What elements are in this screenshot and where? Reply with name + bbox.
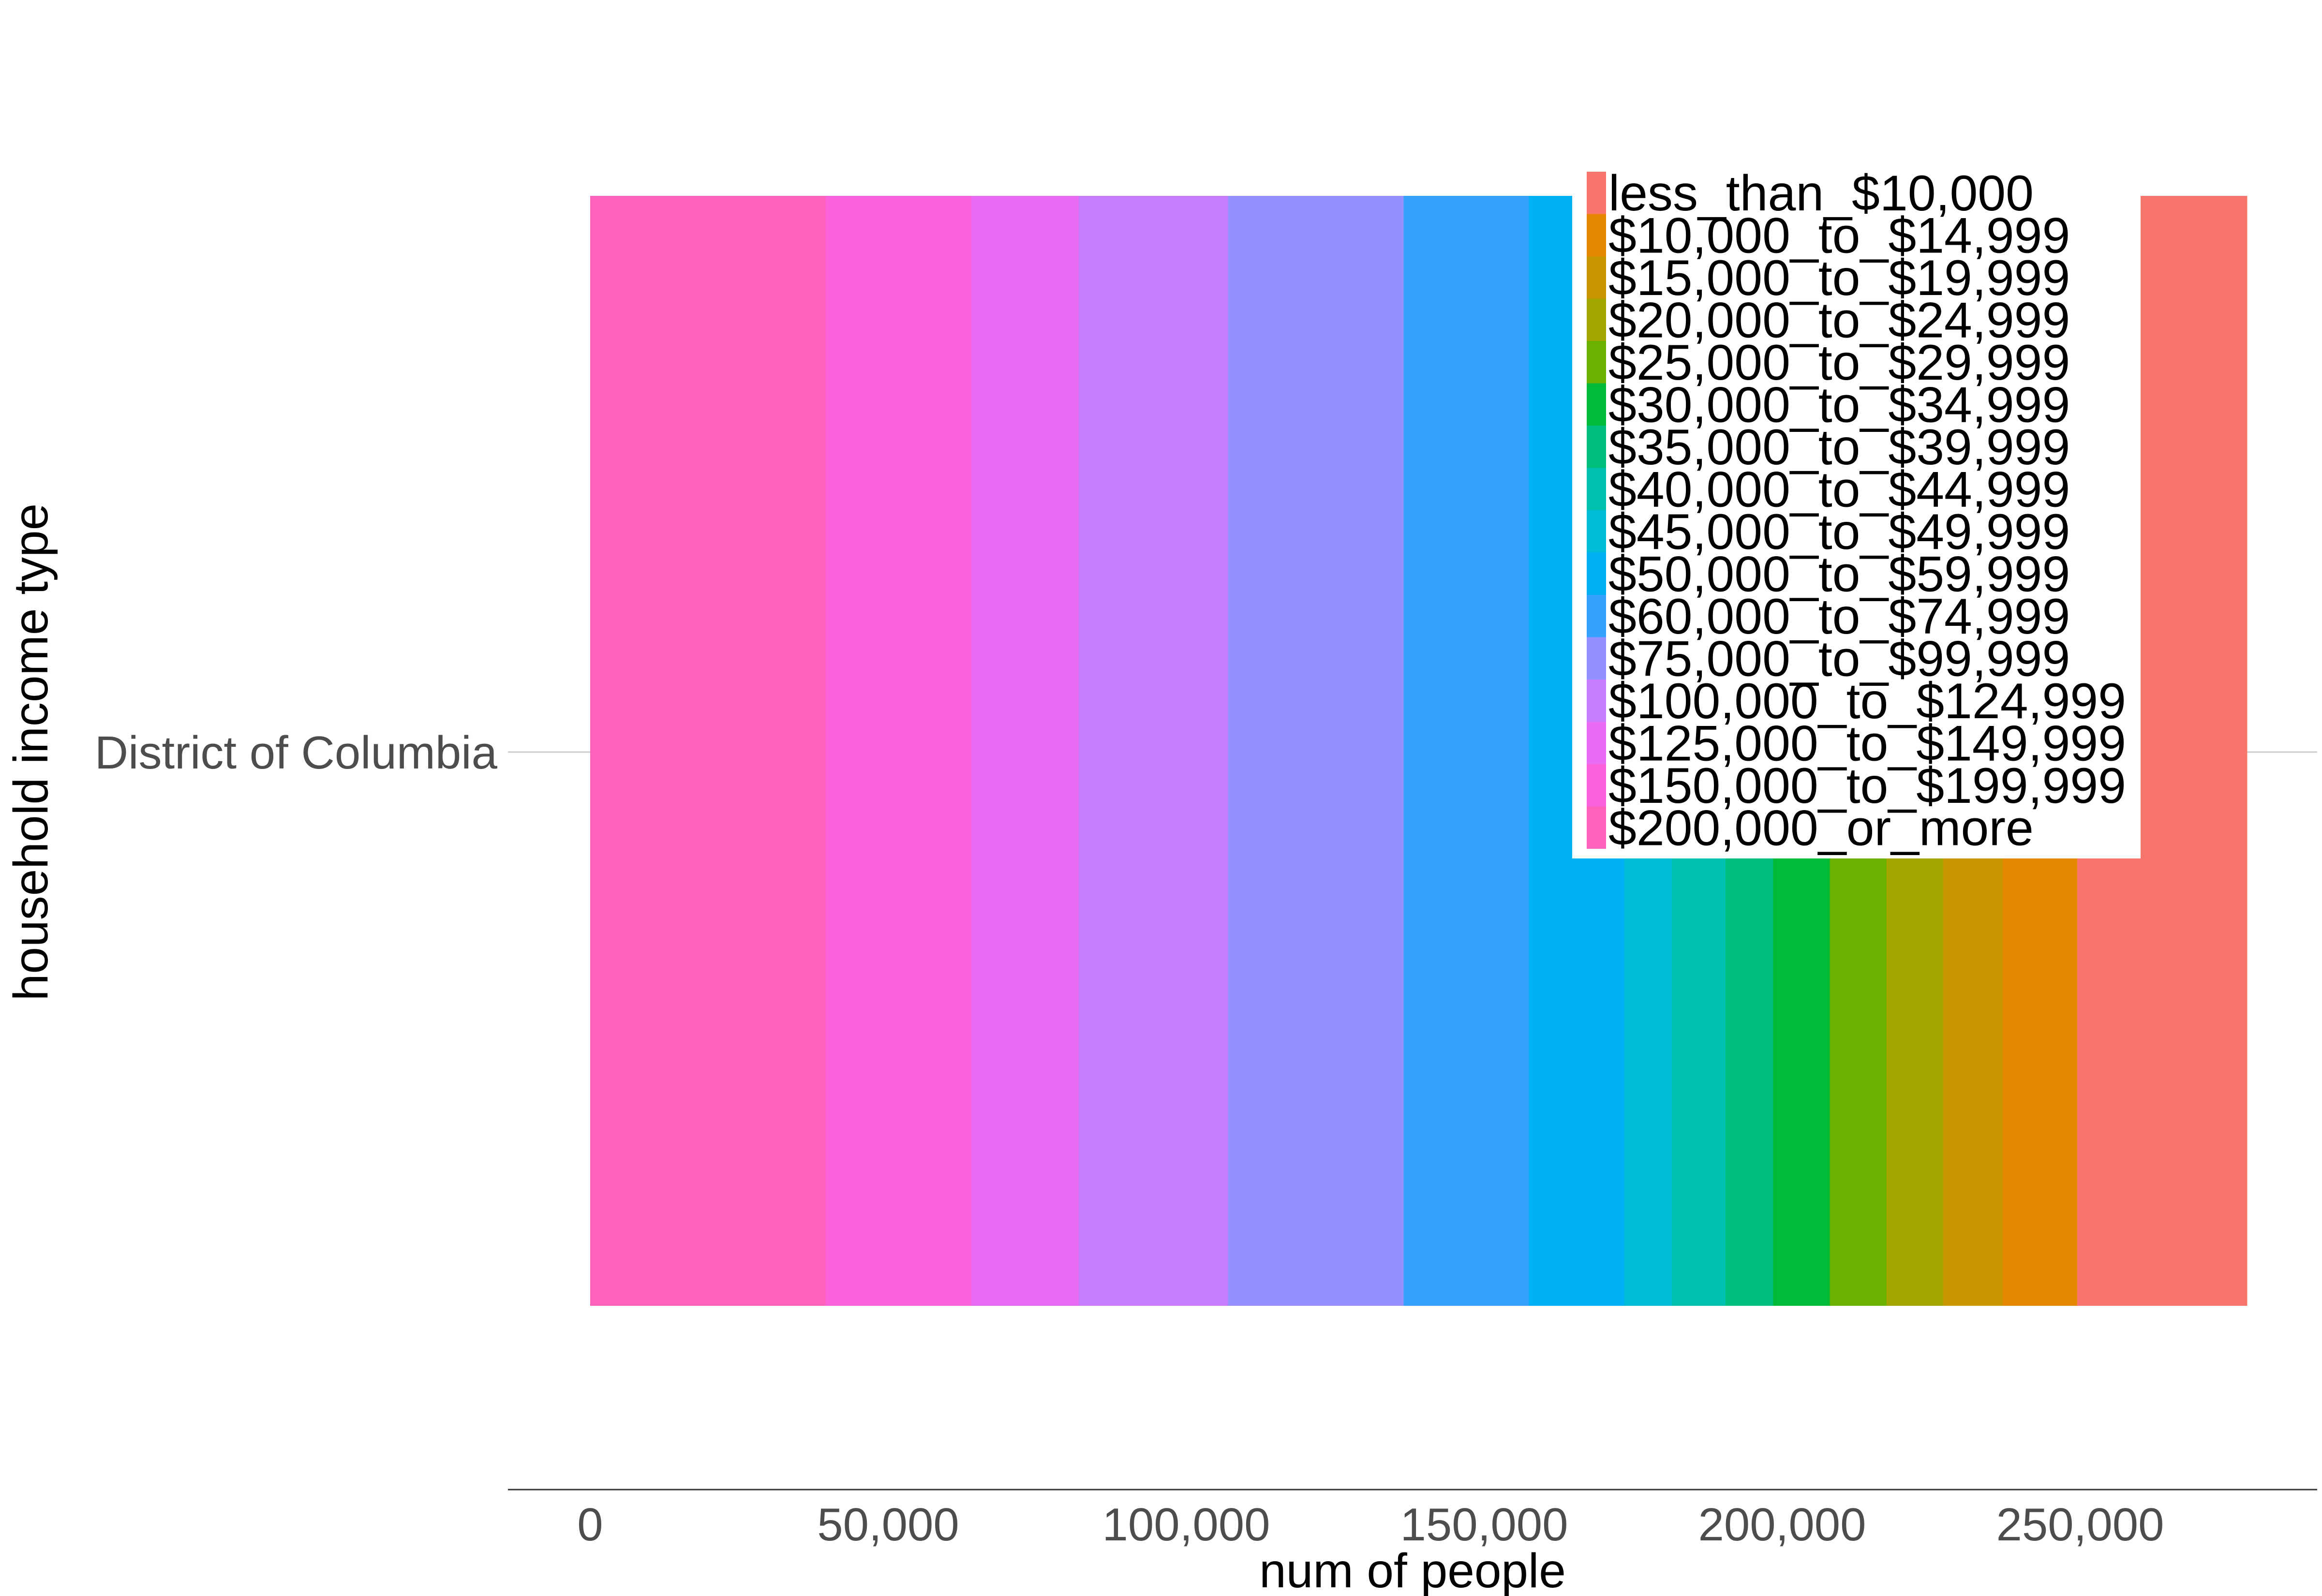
legend-label: $60,000_to_$74,999	[1608, 589, 2070, 645]
legend-label: $45,000_to_$49,999	[1608, 504, 2070, 560]
legend-background	[1572, 164, 2141, 858]
legend-label: $50,000_to_$59,999	[1608, 546, 2070, 602]
legend-item: $10,000_to_$14,999	[1587, 207, 2070, 264]
legend-swatch	[1587, 680, 1606, 722]
legend-label: $100,000_to_$124,999	[1608, 673, 2126, 729]
legend: less_than_$10,000$10,000_to_$14,999$15,0…	[1572, 164, 2141, 858]
legend-label: $35,000_to_$39,999	[1608, 419, 2070, 475]
bar-segments	[590, 196, 2248, 1306]
legend-label: $15,000_to_$19,999	[1608, 250, 2070, 306]
bar-segment-16	[590, 196, 826, 1306]
legend-item: $200,000_or_more	[1587, 800, 2034, 856]
legend-swatch	[1587, 383, 1606, 426]
legend-swatch	[1587, 722, 1606, 764]
legend-item: $45,000_to_$49,999	[1587, 504, 2070, 560]
bar-segment-15	[825, 196, 972, 1306]
legend-item: $150,000_to_$199,999	[1587, 758, 2126, 814]
legend-swatch	[1587, 595, 1606, 637]
legend-swatch	[1587, 172, 1606, 214]
y-tick-label: District of Columbia	[95, 727, 498, 779]
legend-item: less_than_$10,000	[1587, 165, 2034, 222]
legend-item: $35,000_to_$39,999	[1587, 419, 2070, 475]
x-axis-title: num of people	[1259, 1544, 1566, 1596]
legend-swatch	[1587, 256, 1606, 299]
legend-label: $30,000_to_$34,999	[1608, 377, 2070, 433]
x-tick-label: 200,000	[1698, 1499, 1866, 1551]
legend-label: $10,000_to_$14,999	[1608, 207, 2070, 264]
legend-label: $40,000_to_$44,999	[1608, 461, 2070, 517]
legend-swatch	[1587, 552, 1606, 595]
legend-label: $75,000_to_$99,999	[1608, 631, 2070, 687]
legend-item: $15,000_to_$19,999	[1587, 250, 2070, 306]
legend-label: $200,000_or_more	[1608, 800, 2034, 856]
legend-item: $50,000_to_$59,999	[1587, 546, 2070, 602]
legend-item: $25,000_to_$29,999	[1587, 335, 2070, 391]
plot-area: 0 50,000 100,000 150,000 200,000 250,000 Dist…	[95, 196, 2317, 1551]
x-tick-label: 50,000	[817, 1499, 959, 1551]
legend-label: $150,000_to_$199,999	[1608, 758, 2126, 814]
legend-swatch	[1587, 806, 1606, 849]
legend-swatch	[1587, 214, 1606, 256]
bar-segment-14	[971, 196, 1079, 1306]
legend-label: less_than_$10,000	[1608, 165, 2034, 222]
legend-swatch	[1587, 510, 1606, 553]
legend-swatch	[1587, 468, 1606, 510]
legend-item: $40,000_to_$44,999	[1587, 461, 2070, 517]
bar-segment-12	[1228, 196, 1404, 1306]
legend-swatch	[1587, 298, 1606, 341]
x-tick-label: 250,000	[1996, 1499, 2164, 1551]
legend-item: $125,000_to_$149,999	[1587, 715, 2126, 771]
bar-segment-11	[1403, 196, 1529, 1306]
legend-item: $30,000_to_$34,999	[1587, 377, 2070, 433]
legend-label: $25,000_to_$29,999	[1608, 335, 2070, 391]
legend-swatch	[1587, 341, 1606, 384]
y-axis-title: household income type	[4, 503, 58, 1001]
bar-segment-13	[1079, 196, 1228, 1306]
legend-items: less_than_$10,000$10,000_to_$14,999$15,0…	[1587, 165, 2126, 856]
x-axis-ticks: 0 50,000 100,000 150,000 200,000 250,000	[577, 1499, 2164, 1551]
legend-swatch	[1587, 637, 1606, 680]
x-tick-label: 0	[577, 1499, 603, 1551]
legend-item: $60,000_to_$74,999	[1587, 589, 2070, 645]
y-axis-ticks: District of Columbia	[95, 727, 498, 779]
legend-swatch	[1587, 764, 1606, 807]
legend-item: $20,000_to_$24,999	[1587, 292, 2070, 348]
x-tick-label: 150,000	[1400, 1499, 1568, 1551]
legend-swatch	[1587, 426, 1606, 468]
legend-item: $75,000_to_$99,999	[1587, 631, 2070, 687]
legend-label: $20,000_to_$24,999	[1608, 292, 2070, 348]
x-tick-label: 100,000	[1102, 1499, 1270, 1551]
legend-label: $125,000_to_$149,999	[1608, 715, 2126, 771]
legend-item: $100,000_to_$124,999	[1587, 673, 2126, 729]
